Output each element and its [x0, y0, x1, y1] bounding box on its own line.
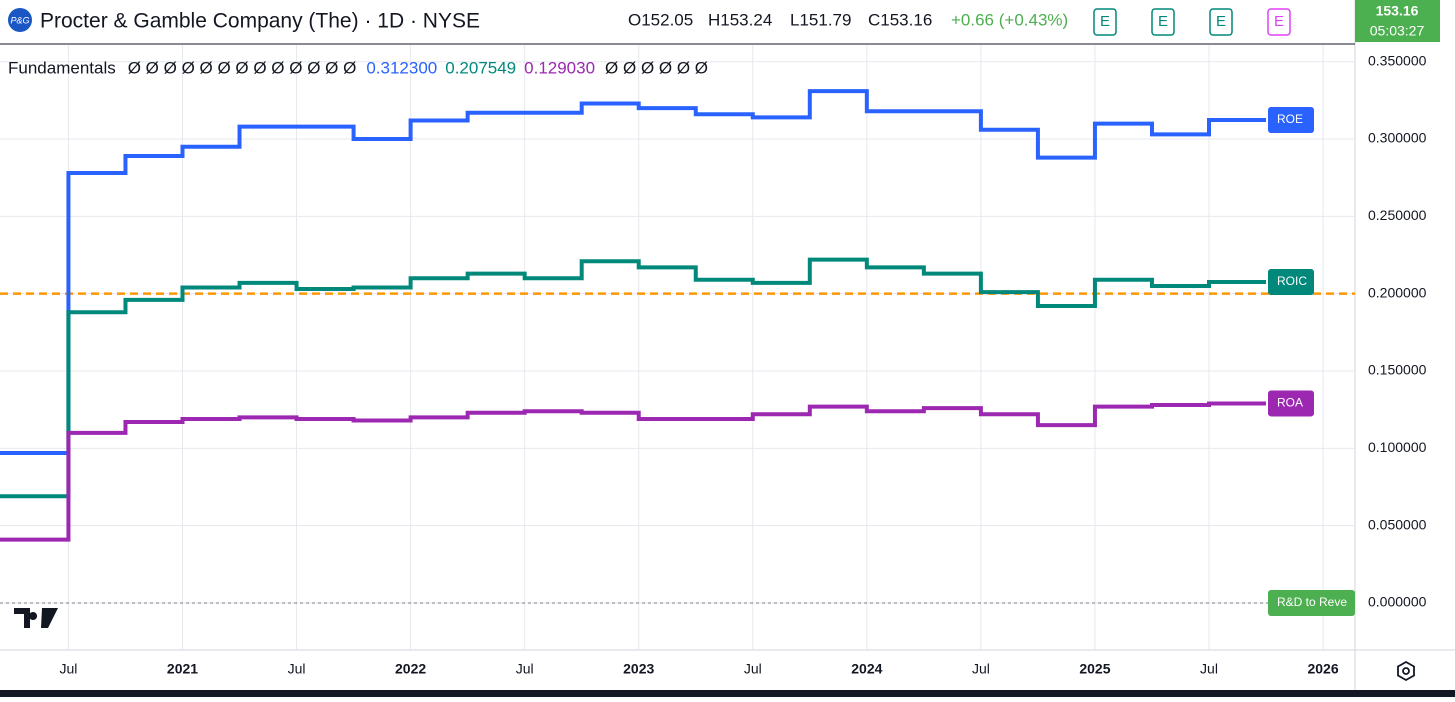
- series-line: [0, 89, 1267, 455]
- grid: [0, 45, 1355, 650]
- symbol-title[interactable]: Procter & Gamble Company (The) · 1D · NY…: [40, 10, 480, 33]
- gear-hub: [1402, 667, 1410, 675]
- series-tag-bg: [1268, 390, 1314, 417]
- series-tag-bg: [1268, 107, 1314, 134]
- event-label: E: [1100, 13, 1110, 30]
- x-tick-label: 2022: [395, 661, 426, 677]
- logo: [8, 8, 32, 32]
- y-tick-label: 0.100000: [1368, 439, 1427, 455]
- logo-text: P&G: [10, 15, 29, 25]
- legend: Fundamentals Ø Ø Ø Ø Ø Ø Ø Ø Ø Ø Ø Ø Ø 0…: [8, 58, 708, 77]
- legend-title: Fundamentals: [8, 58, 116, 77]
- price-tag: [1355, 0, 1440, 42]
- series-line: [0, 257, 1267, 499]
- x-tick-label: 2025: [1079, 661, 1110, 677]
- series-tag: ROE: [1277, 112, 1303, 126]
- x-tick-label: Jul: [516, 661, 534, 677]
- y-tick-label: 0.150000: [1368, 362, 1427, 378]
- x-tick-label: 2021: [167, 661, 198, 677]
- bottom-bar: [0, 690, 1455, 697]
- event-label: E: [1274, 13, 1284, 30]
- hline-tag-bg: [1268, 589, 1355, 616]
- event-label: E: [1216, 13, 1226, 30]
- series-tag: ROA: [1277, 396, 1303, 410]
- close: C153.16: [868, 10, 932, 29]
- legend-value: 0.207549: [445, 58, 516, 77]
- series-tag-bg: [1268, 269, 1314, 296]
- x-tick-label: 2026: [1307, 661, 1338, 677]
- event-marker: [1209, 8, 1233, 36]
- countdown: 05:03:27: [1370, 23, 1425, 39]
- x-tick-label: 2023: [623, 661, 654, 677]
- series-line: [0, 401, 1267, 542]
- x-tick-label: Jul: [59, 661, 77, 677]
- tv-logo: [14, 608, 58, 628]
- legend-value: 0.312300: [366, 58, 437, 77]
- low: L151.79: [790, 10, 851, 29]
- change: +0.66 (+0.43%): [951, 10, 1068, 29]
- event-label: E: [1158, 13, 1168, 30]
- settings-button[interactable]: [1397, 660, 1415, 682]
- hline-tag: R&D to Reve: [1277, 595, 1347, 609]
- series-tag: ROIC: [1277, 274, 1307, 288]
- x-tick-label: 2024: [851, 661, 882, 677]
- event-marker: [1151, 8, 1175, 36]
- legend-value: 0.129030: [524, 58, 595, 77]
- event-marker: [1093, 8, 1117, 36]
- y-tick-label: 0.000000: [1368, 594, 1427, 610]
- plot: R&D to Reve ROE ROIC ROA: [0, 89, 1355, 616]
- x-tick-label: Jul: [1200, 661, 1218, 677]
- y-tick-label: 0.350000: [1368, 52, 1427, 68]
- high: H153.24: [708, 10, 772, 29]
- y-tick-label: 0.300000: [1368, 130, 1427, 146]
- legend-na: Ø Ø Ø Ø Ø Ø Ø Ø Ø Ø Ø Ø Ø: [128, 58, 357, 77]
- y-tick-label: 0.050000: [1368, 516, 1427, 532]
- y-tick-label: 0.200000: [1368, 284, 1427, 300]
- open: O152.05: [628, 10, 693, 29]
- x-tick-label: Jul: [288, 661, 306, 677]
- x-tick-label: Jul: [744, 661, 762, 677]
- event-marker: [1267, 8, 1291, 36]
- x-tick-label: Jul: [972, 661, 990, 677]
- y-tick-label: 0.250000: [1368, 207, 1427, 223]
- legend-na: Ø Ø Ø Ø Ø Ø: [605, 58, 708, 77]
- price: 153.16: [1376, 3, 1419, 19]
- gear: [1397, 660, 1415, 682]
